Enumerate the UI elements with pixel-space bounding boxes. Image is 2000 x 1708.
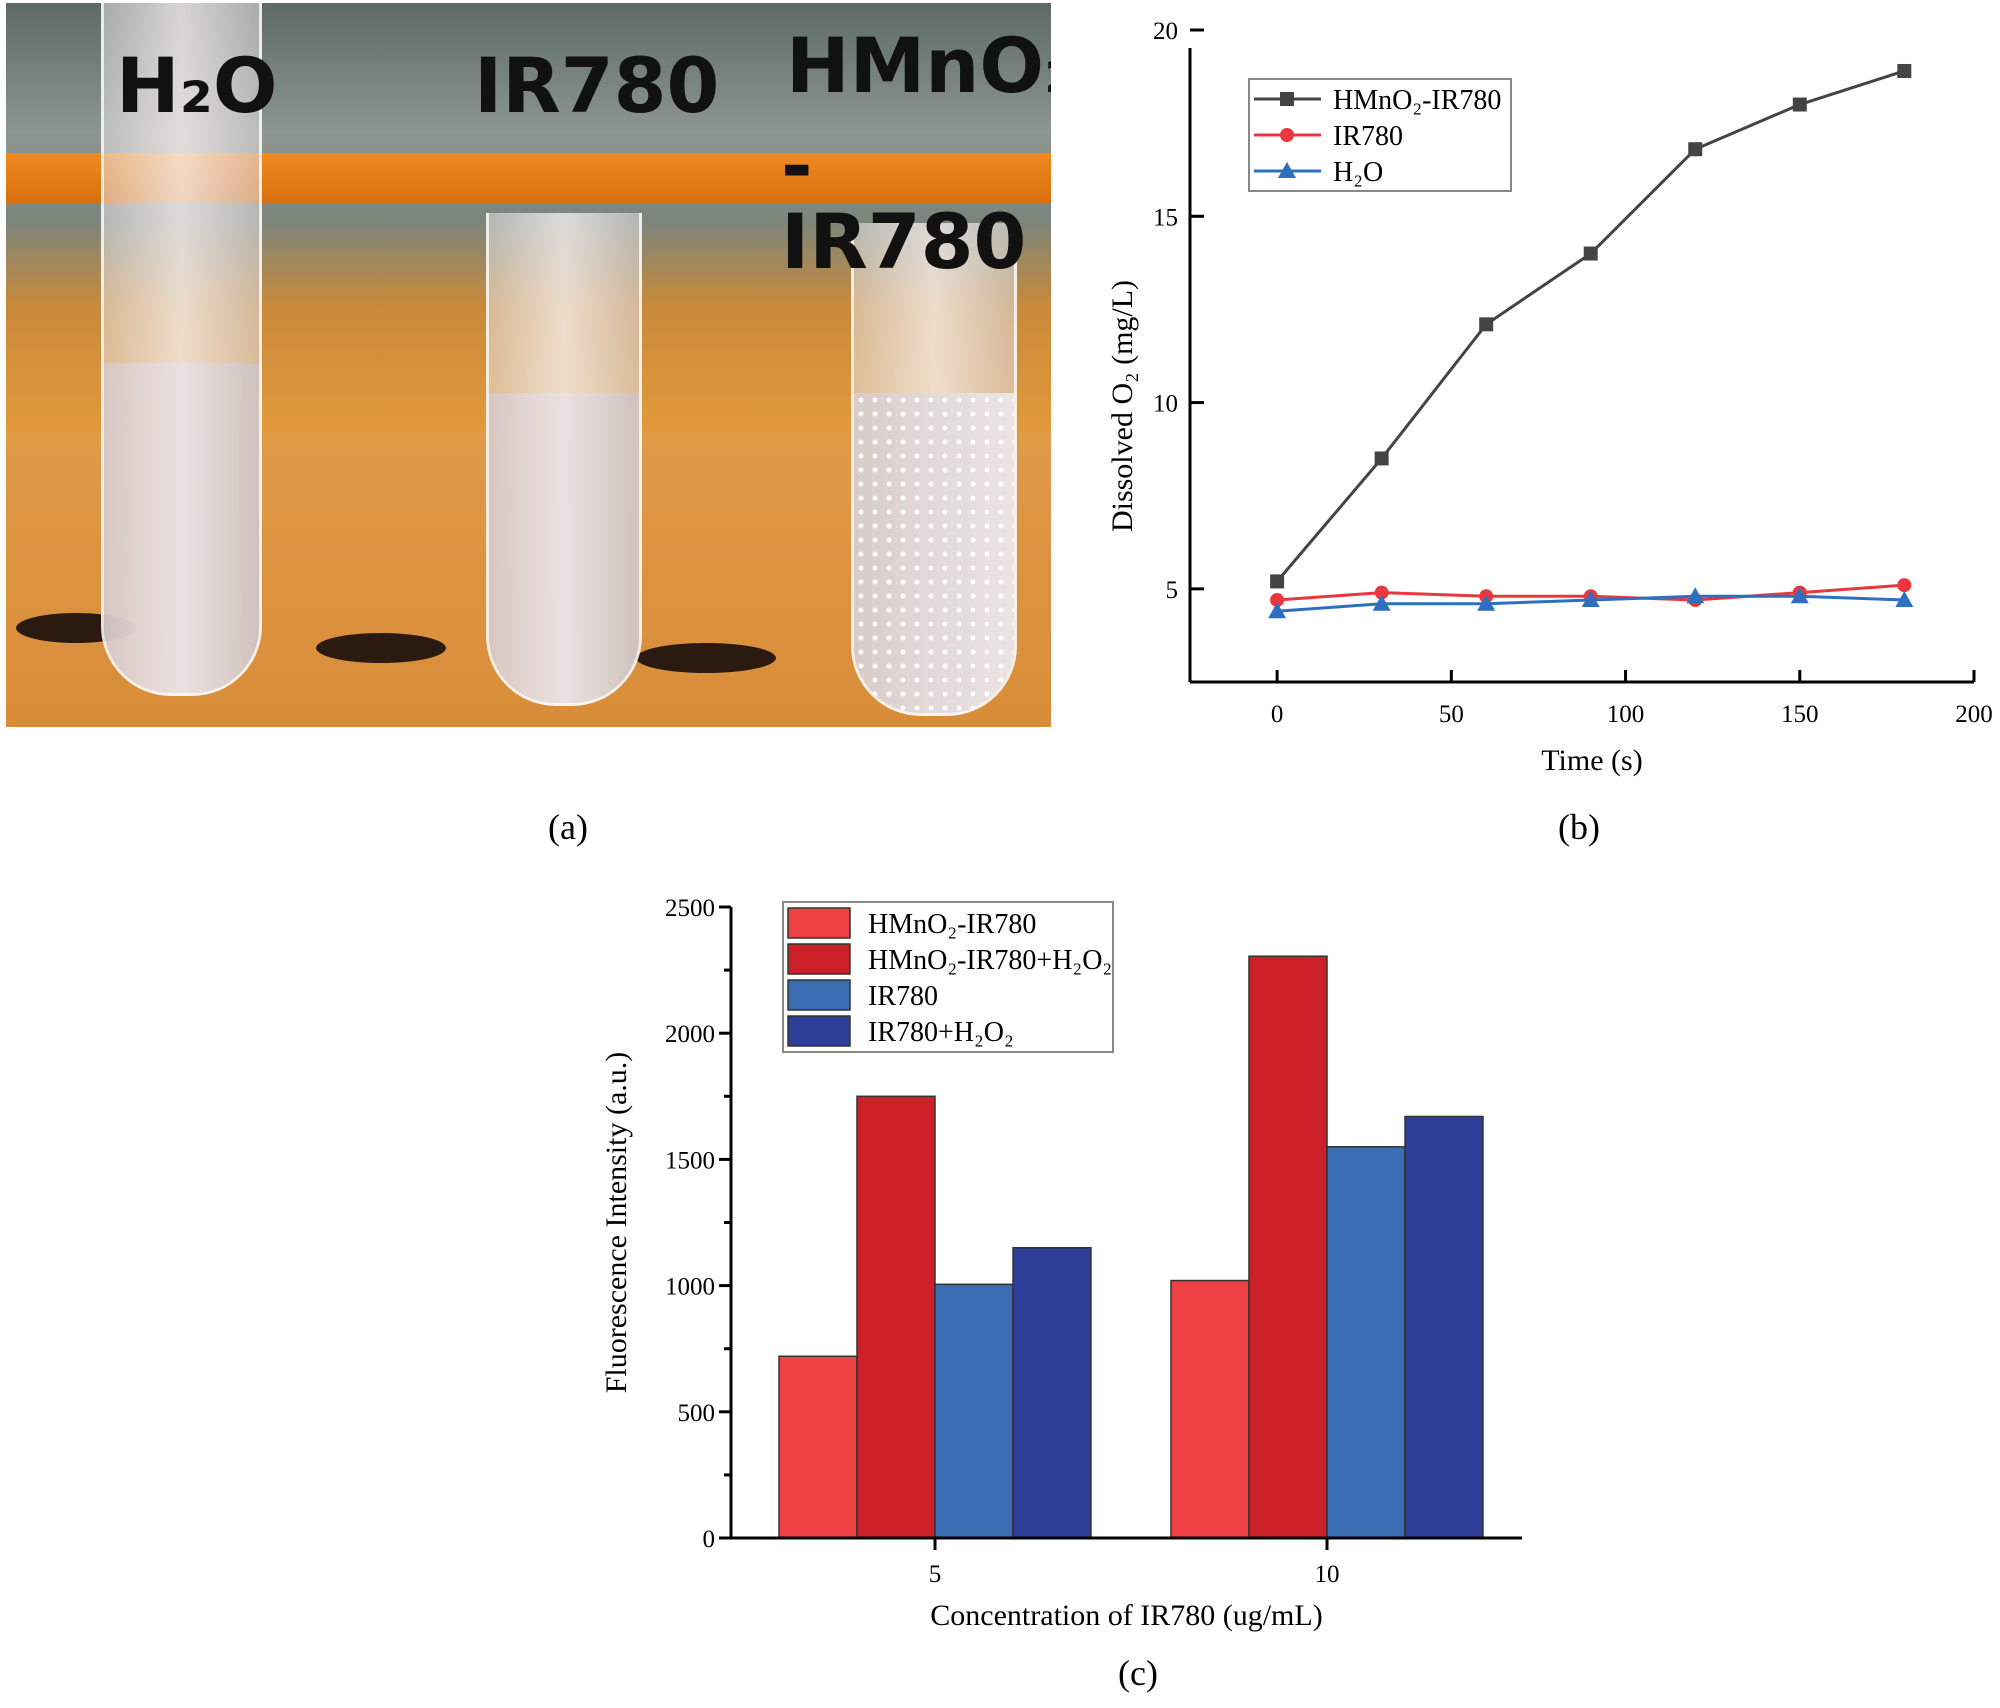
legend-marker bbox=[1278, 162, 1296, 178]
data-point bbox=[1790, 587, 1809, 604]
data-point bbox=[1374, 585, 1389, 600]
y-tick-label: 1500 bbox=[665, 1147, 715, 1174]
legend-swatch bbox=[787, 943, 851, 975]
data-point bbox=[1897, 63, 1912, 78]
x-tick-label: 0 bbox=[1271, 701, 1284, 728]
caption-c: (c) bbox=[1118, 1653, 1158, 1693]
y-tick-label: 5 bbox=[1166, 577, 1179, 604]
legend-label: HMnO₂-IR780+H₂O₂ bbox=[868, 945, 1112, 976]
y-tick-label: 15 bbox=[1153, 204, 1178, 231]
data-point bbox=[1897, 578, 1912, 593]
data-point bbox=[1477, 594, 1496, 611]
tube-label-ir780-suffix: -IR780 bbox=[781, 121, 1027, 286]
data-point bbox=[1479, 317, 1494, 332]
y-tick-label: 2000 bbox=[665, 1021, 715, 1048]
data-point bbox=[1895, 591, 1914, 608]
bar bbox=[778, 1355, 858, 1539]
legend-label: H₂O bbox=[1333, 157, 1383, 188]
x-axis-label: Time (s) bbox=[1541, 744, 1642, 777]
data-point bbox=[1686, 587, 1705, 604]
y-axis-label: Dissolved O₂ (mg/L) bbox=[1106, 280, 1139, 532]
rack-hole bbox=[636, 643, 776, 673]
caption-b: (b) bbox=[1558, 807, 1600, 847]
bar bbox=[1404, 1115, 1484, 1539]
data-point bbox=[1374, 451, 1389, 466]
x-tick-label: 5 bbox=[929, 1561, 942, 1588]
data-point bbox=[1270, 593, 1285, 608]
legend-swatch bbox=[787, 979, 851, 1011]
data-point bbox=[1792, 97, 1807, 112]
tube-h2o bbox=[101, 3, 262, 696]
x-axis-label: Concentration of IR780 (ug/mL) bbox=[930, 1599, 1322, 1632]
legend-swatch bbox=[787, 1015, 851, 1047]
x-tick-label: 10 bbox=[1315, 1561, 1340, 1588]
legend-label: IR780+H₂O₂ bbox=[868, 1017, 1014, 1048]
y-tick-label: 500 bbox=[678, 1400, 716, 1427]
tube-hmno2-ir780 bbox=[851, 223, 1017, 716]
data-point bbox=[1268, 602, 1287, 619]
legend-swatch bbox=[787, 907, 851, 939]
x-tick-label: 50 bbox=[1439, 701, 1464, 728]
x-tick-label: 100 bbox=[1607, 701, 1645, 728]
legend-marker bbox=[1280, 92, 1294, 106]
tube-label-h2o: H₂O bbox=[116, 41, 278, 130]
legend-label: HMnO₂-IR780 bbox=[868, 909, 1036, 940]
y-tick-label: 1000 bbox=[665, 1274, 715, 1301]
test-tubes-photo: H₂O IR780 HMnO₂ -IR780 bbox=[6, 3, 1051, 727]
y-tick-label: 10 bbox=[1153, 391, 1178, 418]
data-point bbox=[1688, 142, 1703, 157]
data-point bbox=[1270, 574, 1285, 589]
bar bbox=[934, 1283, 1014, 1539]
bar bbox=[1326, 1146, 1406, 1539]
x-tick-label: 200 bbox=[1955, 701, 1993, 728]
y-tick-label: 0 bbox=[703, 1526, 716, 1553]
legend-label: IR780 bbox=[1333, 121, 1403, 152]
data-point bbox=[1581, 591, 1600, 608]
y-axis-label: Fluorescence Intensity (a.u.) bbox=[600, 1052, 633, 1394]
y-tick-label: 2500 bbox=[665, 895, 715, 922]
legend-marker bbox=[1280, 128, 1294, 142]
tube-label-hmno2: HMnO₂ bbox=[786, 21, 1051, 110]
legend-label: IR780 bbox=[868, 981, 938, 1012]
rack-hole bbox=[316, 633, 446, 663]
y-tick-label: 20 bbox=[1153, 18, 1178, 45]
bar bbox=[1012, 1246, 1092, 1539]
bar bbox=[1248, 955, 1328, 1539]
caption-a: (a) bbox=[548, 807, 588, 847]
bar bbox=[1170, 1279, 1250, 1539]
legend-label: HMnO₂-IR780 bbox=[1333, 85, 1501, 116]
data-point bbox=[1372, 594, 1391, 611]
tube-label-ir780: IR780 bbox=[474, 41, 720, 130]
data-point bbox=[1583, 246, 1598, 261]
x-tick-label: 150 bbox=[1781, 701, 1819, 728]
bar bbox=[856, 1095, 936, 1539]
tube-ir780 bbox=[486, 213, 642, 706]
